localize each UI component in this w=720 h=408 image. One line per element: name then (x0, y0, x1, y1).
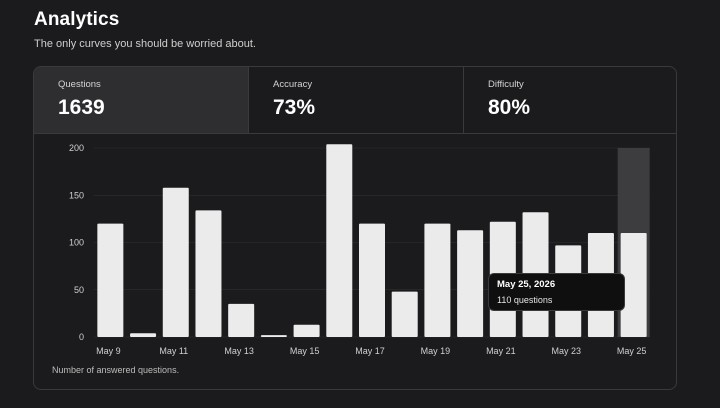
bar[interactable] (457, 230, 484, 337)
page-subtitle: The only curves you should be worried ab… (34, 38, 256, 50)
y-tick-label: 200 (69, 143, 84, 153)
stats-row: Questions 1639 Accuracy 73% Difficulty 8… (34, 67, 676, 134)
bar[interactable] (130, 333, 157, 337)
bar-chart: 0 50 100 150 200 May 9 May 11 May 13 May 15 May 1… (69, 143, 650, 356)
bar[interactable] (326, 144, 353, 337)
x-tick-label: May 21 (486, 346, 516, 356)
x-tick-label: May 11 (159, 346, 188, 356)
bar[interactable] (391, 291, 418, 337)
stat-label: Accuracy (273, 79, 313, 90)
x-tick-label: May 23 (551, 346, 581, 356)
chart-tooltip: May 25, 2026 110 questions (488, 273, 625, 311)
stat-difficulty[interactable]: Difficulty 80% (464, 67, 676, 133)
bar[interactable] (424, 223, 451, 337)
bar[interactable] (97, 223, 124, 337)
stat-label: Questions (58, 79, 101, 90)
x-tick-label: May 13 (224, 346, 254, 356)
x-tick-label: May 15 (290, 346, 320, 356)
analytics-card: Questions 1639 Accuracy 73% Difficulty 8… (33, 66, 677, 390)
stat-label: Difficulty (488, 79, 524, 90)
y-tick-label: 0 (79, 332, 84, 342)
tooltip-date: May 25, 2026 (497, 279, 556, 290)
x-tick-label: May 25 (617, 346, 647, 356)
chart-area: 0 50 100 150 200 May 9 May 11 May 13 May 15 May 1… (34, 134, 676, 389)
stat-accuracy[interactable]: Accuracy 73% (249, 67, 464, 133)
y-tick-label: 100 (69, 238, 84, 248)
bar[interactable] (260, 335, 287, 337)
bar[interactable] (293, 324, 320, 337)
y-tick-label: 50 (74, 285, 84, 295)
y-tick-label: 150 (69, 190, 84, 200)
x-tick-label: May 9 (96, 346, 121, 356)
stat-questions[interactable]: Questions 1639 (34, 67, 249, 133)
chart-caption: Number of answered questions. (52, 365, 180, 375)
page-title: Analytics (34, 9, 120, 30)
bar[interactable] (359, 223, 385, 337)
bar[interactable] (162, 187, 189, 337)
bar[interactable] (620, 233, 647, 337)
bar[interactable] (228, 303, 255, 337)
stat-value: 73% (273, 96, 316, 119)
x-tick-label: May 19 (421, 346, 451, 356)
bar[interactable] (195, 210, 222, 337)
stat-value: 1639 (58, 96, 105, 119)
tooltip-value: 110 questions (497, 295, 553, 305)
stat-value: 80% (488, 96, 531, 119)
x-tick-label: May 17 (355, 346, 385, 356)
